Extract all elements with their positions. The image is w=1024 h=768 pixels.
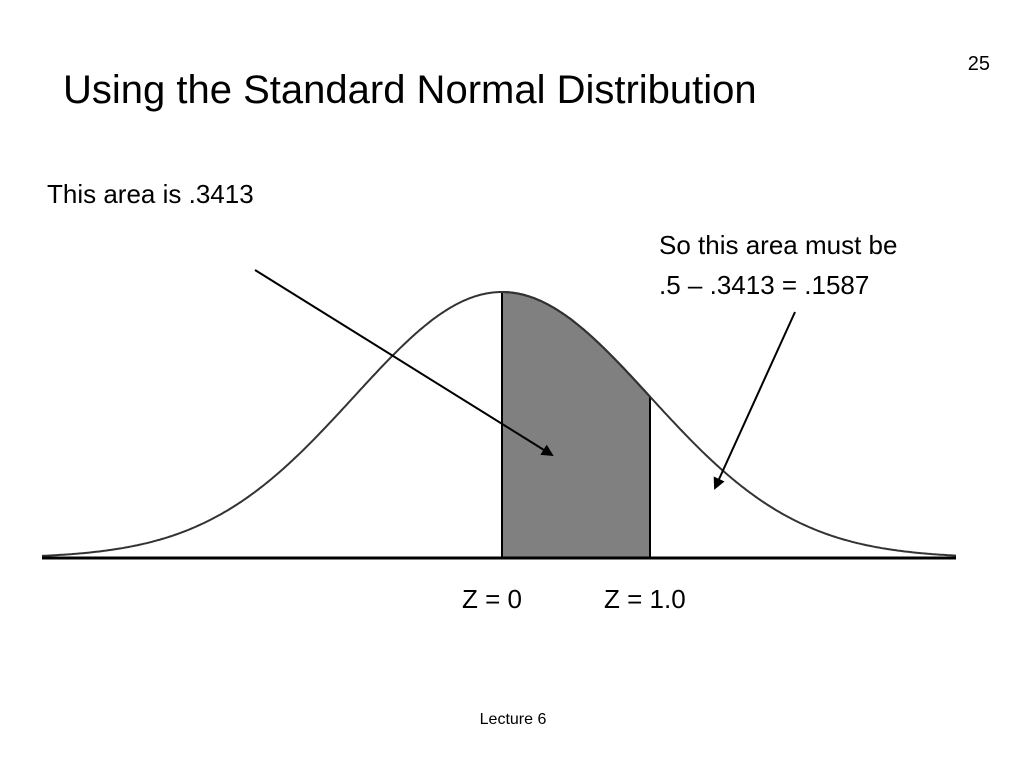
footer: Lecture 6 bbox=[480, 711, 547, 728]
arrow bbox=[254, 269, 554, 457]
arrow bbox=[713, 311, 796, 490]
slide-title: Using the Standard Normal Distribution bbox=[63, 68, 757, 112]
annotation: .5 – .3413 = .1587 bbox=[659, 270, 869, 300]
z-label: Z = 0 bbox=[462, 584, 522, 614]
annotation: This area is .3413 bbox=[47, 179, 254, 209]
z-label: Z = 1.0 bbox=[604, 584, 686, 614]
annotation: So this area must be bbox=[659, 230, 897, 260]
slide-number: 25 bbox=[968, 53, 990, 75]
normal-curve bbox=[41, 291, 957, 557]
